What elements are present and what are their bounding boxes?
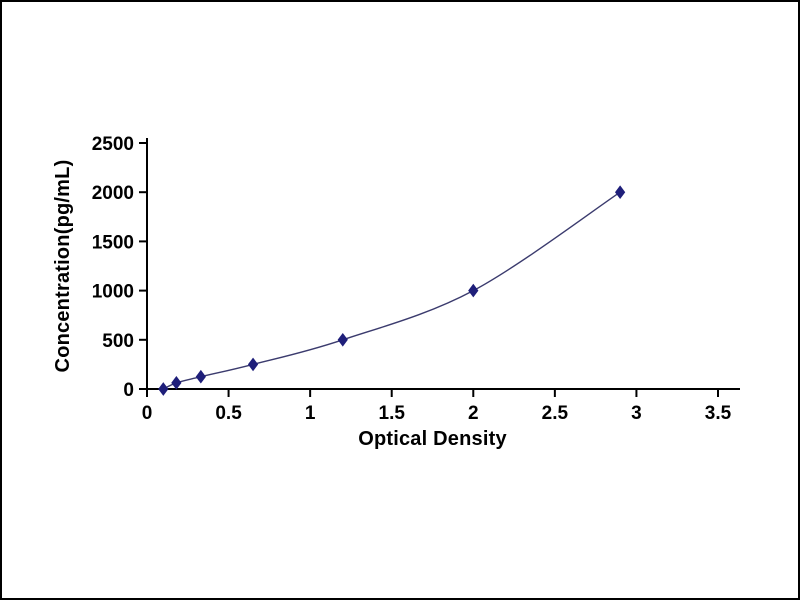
data-point-marker: [158, 382, 169, 396]
y-tick-label: 2500: [92, 134, 134, 155]
x-tick-label: 1.5: [379, 403, 406, 424]
x-tick-label: 2.5: [542, 403, 569, 424]
y-tick-label: 1000: [92, 282, 134, 303]
y-axis-label: Concentration(pg/mL): [52, 159, 74, 373]
y-tick-label: 2000: [92, 183, 134, 204]
data-point-marker: [337, 332, 348, 347]
axis-spines: [146, 138, 740, 390]
standard-curve-line: [162, 191, 621, 390]
data-point-marker: [247, 357, 259, 372]
x-tick-label: 1: [305, 403, 316, 424]
data-point-marker: [171, 376, 182, 390]
x-tick-label: 3: [631, 403, 642, 424]
y-tick-label: 500: [102, 331, 134, 352]
x-tick-label: 0.5: [215, 403, 242, 424]
data-point-marker: [468, 283, 479, 298]
x-tick-label: 0: [142, 403, 153, 424]
y-tick-label: 1500: [92, 232, 134, 253]
x-tick-label: 3.5: [705, 403, 732, 424]
data-point-marker: [195, 369, 206, 384]
y-tick-label: 0: [123, 380, 134, 401]
x-tick-label: 2: [468, 403, 479, 424]
data-point-marker: [614, 185, 626, 200]
x-axis-label: Optical Density: [358, 428, 507, 450]
